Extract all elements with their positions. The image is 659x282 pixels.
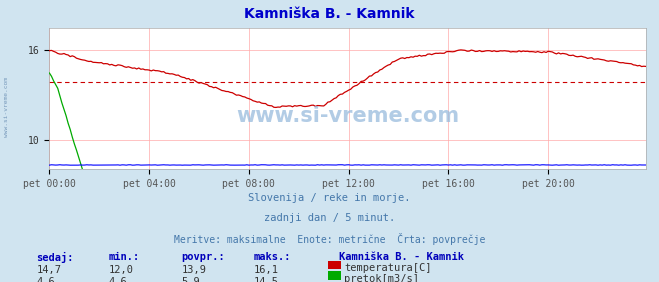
Text: 14,7: 14,7 [36, 265, 61, 275]
Text: povpr.:: povpr.: [181, 252, 225, 262]
Text: 13,9: 13,9 [181, 265, 206, 275]
Bar [328, 271, 341, 280]
Text: maks.:: maks.: [254, 252, 291, 262]
Text: pretok[m3/s]: pretok[m3/s] [344, 274, 419, 282]
Text: Slovenija / reke in morje.: Slovenija / reke in morje. [248, 193, 411, 203]
Text: 4,6: 4,6 [109, 277, 127, 282]
Text: Kamniška B. - Kamnik: Kamniška B. - Kamnik [339, 252, 465, 262]
Text: www.si-vreme.com: www.si-vreme.com [4, 77, 9, 137]
Text: zadnji dan / 5 minut.: zadnji dan / 5 minut. [264, 213, 395, 223]
Text: 14,5: 14,5 [254, 277, 279, 282]
Text: 4,6: 4,6 [36, 277, 55, 282]
Text: temperatura[C]: temperatura[C] [344, 263, 432, 273]
Text: Meritve: maksimalne  Enote: metrične  Črta: povprečje: Meritve: maksimalne Enote: metrične Črta… [174, 233, 485, 245]
Bar [328, 261, 341, 269]
Text: www.si-vreme.com: www.si-vreme.com [236, 106, 459, 125]
Text: sedaj:: sedaj: [36, 252, 74, 263]
Text: min.:: min.: [109, 252, 140, 262]
Text: Kamniška B. - Kamnik: Kamniška B. - Kamnik [244, 7, 415, 21]
Text: 16,1: 16,1 [254, 265, 279, 275]
Text: 12,0: 12,0 [109, 265, 134, 275]
Text: 5,9: 5,9 [181, 277, 200, 282]
